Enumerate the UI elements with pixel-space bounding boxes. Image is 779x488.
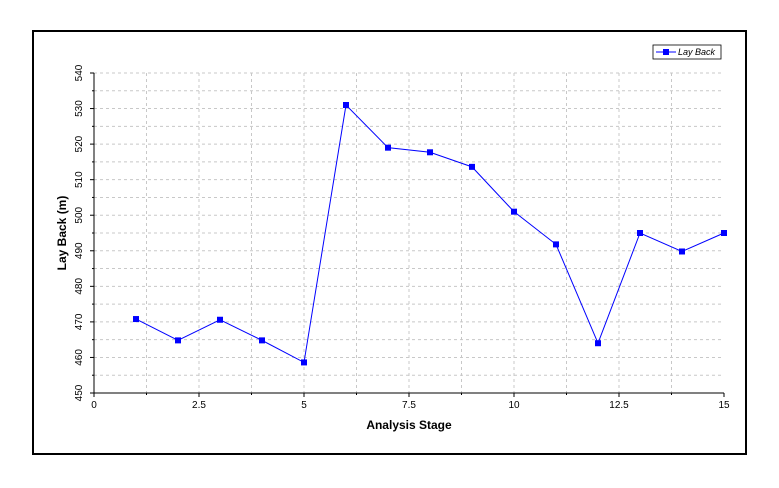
y-tick-label: 480 [74,278,85,295]
x-tick-label: 5 [301,400,307,411]
data-point [595,340,601,347]
x-tick-label: 10 [508,400,520,411]
x-tick-label: 2.5 [192,400,206,411]
data-point [259,337,265,344]
x-axis-title: Analysis Stage [366,418,452,432]
data-point [301,359,307,366]
x-tick-label: 7.5 [402,400,416,411]
data-point [133,316,139,323]
axes: 450 460 470 480 490 500 510 520 530 540 0 2.5 5 7.5 10… [74,64,730,411]
y-tick-label: 520 [74,135,85,152]
x-tick-label: 0 [91,400,97,411]
y-axis-title: Lay Back (m) [55,196,69,271]
data-point [427,149,433,156]
data-point [217,316,223,323]
data-point [385,144,391,151]
x-tick-label: 15 [718,400,730,411]
legend-marker-icon [663,49,669,55]
legend: Lay Back [652,44,722,60]
y-tick-label: 530 [74,100,85,117]
data-point [469,163,475,170]
legend-label: Lay Back [678,47,716,57]
grid [94,72,724,393]
y-tick-label: 460 [74,349,85,366]
series-layer [133,102,727,366]
data-point [721,230,727,236]
data-point [175,337,181,344]
data-point [553,241,559,248]
y-tick-label: 490 [74,242,85,259]
data-point [679,248,685,255]
data-point [343,102,349,108]
y-tick-label: 540 [74,64,85,81]
data-point [637,230,643,236]
legend-box [652,44,722,60]
chart-frame [32,30,747,455]
data-point [511,208,517,215]
y-tick-label: 470 [74,313,85,330]
y-tick-label: 450 [74,384,85,401]
y-tick-label: 510 [74,171,85,188]
y-tick-label: 500 [74,206,85,223]
x-tick-label: 12.5 [609,400,629,411]
